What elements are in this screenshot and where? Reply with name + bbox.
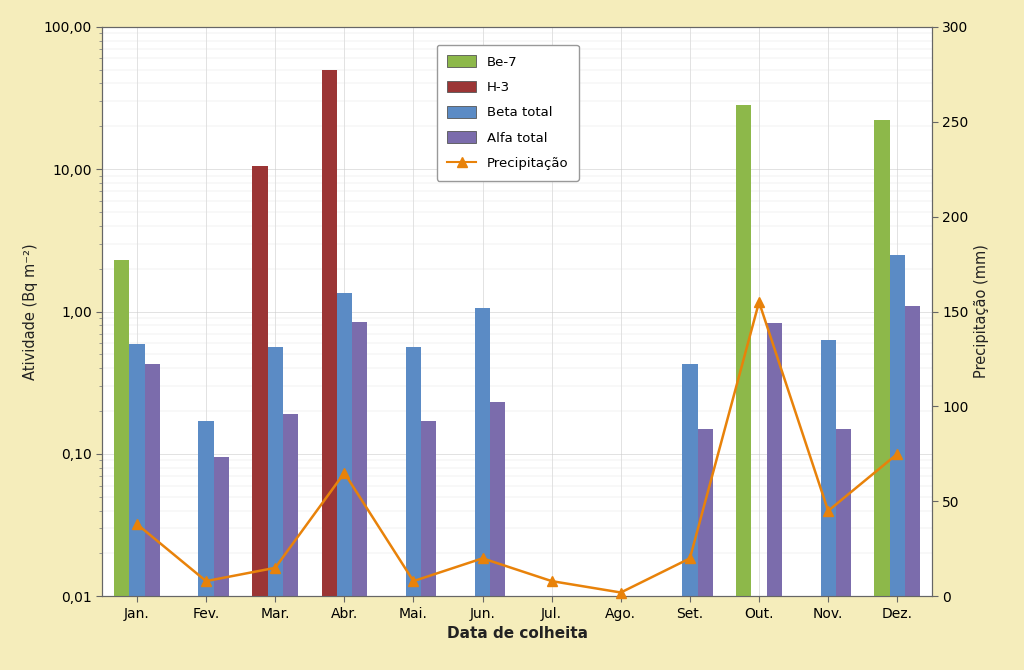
Legend: Be-7, H-3, Beta total, Alfa total, Precipitação: Be-7, H-3, Beta total, Alfa total, Preci… <box>436 45 579 180</box>
Bar <box>214 457 229 596</box>
Bar <box>475 308 490 596</box>
Bar <box>337 293 352 596</box>
Bar <box>697 429 713 596</box>
Bar <box>199 421 214 596</box>
Bar <box>322 70 337 596</box>
Bar <box>114 260 129 596</box>
Bar <box>874 121 890 596</box>
Bar <box>767 323 782 596</box>
Bar <box>267 348 283 596</box>
Bar <box>736 105 752 596</box>
Y-axis label: Precipitação (mm): Precipitação (mm) <box>974 245 989 379</box>
Bar <box>252 166 267 596</box>
Bar <box>129 344 144 596</box>
Bar <box>890 255 905 596</box>
Bar <box>352 322 368 596</box>
Bar <box>144 364 160 596</box>
X-axis label: Data de colheita: Data de colheita <box>446 626 588 641</box>
Bar <box>836 429 851 596</box>
Bar <box>490 403 506 596</box>
Bar <box>820 340 836 596</box>
Bar <box>682 364 697 596</box>
Y-axis label: Atividade (Bq m⁻²): Atividade (Bq m⁻²) <box>24 243 38 380</box>
Bar <box>283 414 298 596</box>
Bar <box>406 348 421 596</box>
Bar <box>905 306 921 596</box>
Bar <box>421 421 436 596</box>
